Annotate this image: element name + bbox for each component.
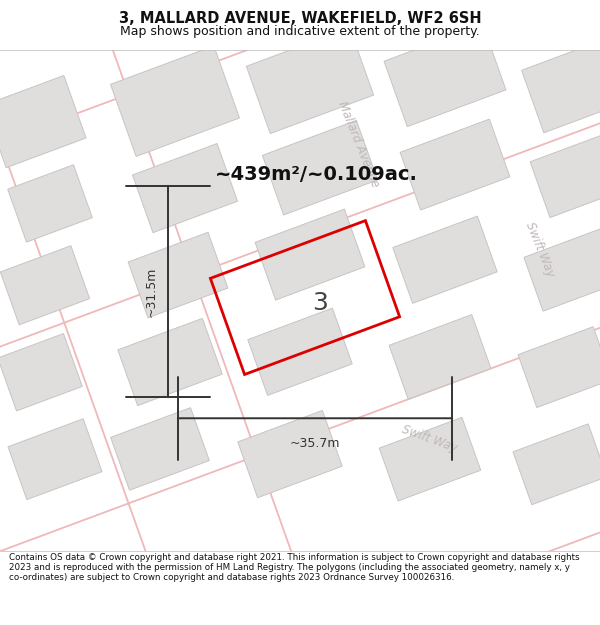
Polygon shape [133, 144, 238, 232]
Polygon shape [513, 424, 600, 505]
Polygon shape [118, 318, 222, 406]
Polygon shape [255, 209, 365, 300]
Polygon shape [384, 24, 506, 127]
Polygon shape [128, 232, 228, 318]
Polygon shape [262, 121, 377, 215]
Polygon shape [521, 39, 600, 132]
Polygon shape [238, 411, 342, 498]
Polygon shape [8, 419, 102, 499]
Polygon shape [0, 334, 82, 411]
Text: Mallard Avenue: Mallard Avenue [335, 99, 381, 189]
Polygon shape [530, 132, 600, 218]
Polygon shape [110, 408, 209, 490]
Text: ~439m²/~0.109ac.: ~439m²/~0.109ac. [215, 165, 418, 184]
Text: Contains OS data © Crown copyright and database right 2021. This information is : Contains OS data © Crown copyright and d… [9, 552, 580, 582]
Text: ~31.5m: ~31.5m [145, 266, 158, 317]
Polygon shape [524, 229, 600, 311]
Polygon shape [389, 314, 491, 399]
Polygon shape [0, 76, 86, 168]
Polygon shape [379, 418, 481, 501]
Polygon shape [400, 119, 510, 210]
Polygon shape [393, 216, 497, 303]
Polygon shape [518, 327, 600, 408]
Polygon shape [1, 246, 89, 325]
Polygon shape [110, 46, 239, 156]
Text: Swift Way: Swift Way [400, 422, 460, 455]
Text: ~35.7m: ~35.7m [290, 437, 340, 449]
Polygon shape [8, 165, 92, 242]
Text: 3, MALLARD AVENUE, WAKEFIELD, WF2 6SH: 3, MALLARD AVENUE, WAKEFIELD, WF2 6SH [119, 11, 481, 26]
Text: Swift Way: Swift Way [523, 220, 557, 279]
Polygon shape [247, 28, 374, 134]
Text: Map shows position and indicative extent of the property.: Map shows position and indicative extent… [120, 24, 480, 38]
Text: 3: 3 [312, 291, 328, 314]
Polygon shape [248, 308, 352, 396]
